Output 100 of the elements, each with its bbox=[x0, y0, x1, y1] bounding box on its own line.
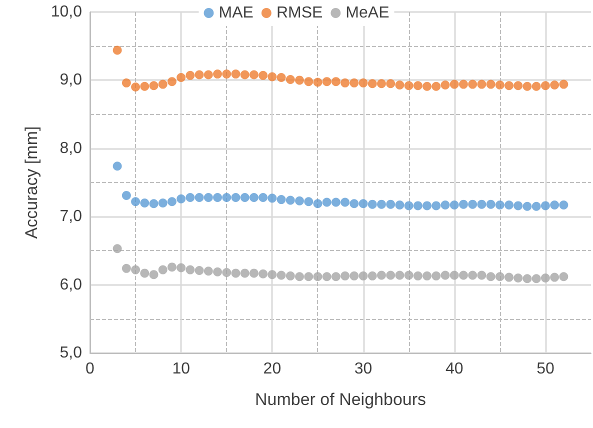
point bbox=[413, 81, 422, 90]
point bbox=[122, 264, 131, 273]
point bbox=[131, 265, 140, 274]
point bbox=[258, 193, 268, 202]
point bbox=[240, 70, 250, 80]
point bbox=[158, 80, 168, 89]
point bbox=[167, 197, 176, 206]
point bbox=[395, 200, 404, 210]
point bbox=[495, 272, 504, 282]
point bbox=[158, 265, 168, 274]
point bbox=[249, 70, 258, 80]
point bbox=[532, 82, 541, 91]
point bbox=[268, 270, 277, 280]
point bbox=[149, 81, 158, 90]
point bbox=[331, 272, 340, 282]
y-tick-label: 7,0 bbox=[60, 208, 82, 226]
point bbox=[222, 193, 232, 202]
point bbox=[358, 199, 368, 208]
point bbox=[458, 200, 468, 209]
point bbox=[377, 270, 386, 280]
point bbox=[286, 271, 295, 280]
point bbox=[368, 200, 377, 209]
point bbox=[340, 271, 350, 280]
point bbox=[486, 272, 496, 282]
point bbox=[204, 266, 213, 276]
point bbox=[559, 272, 568, 282]
point bbox=[186, 70, 195, 80]
point bbox=[176, 194, 186, 204]
point bbox=[504, 81, 514, 90]
point bbox=[213, 70, 222, 79]
point bbox=[350, 271, 359, 280]
point bbox=[176, 72, 186, 82]
point bbox=[540, 201, 550, 210]
point bbox=[286, 75, 295, 84]
point bbox=[258, 269, 268, 278]
point bbox=[295, 76, 304, 85]
point bbox=[477, 270, 486, 280]
point bbox=[322, 77, 332, 86]
point bbox=[422, 271, 432, 280]
point bbox=[440, 270, 450, 280]
point bbox=[295, 196, 304, 206]
x-tick-label: 20 bbox=[263, 360, 282, 378]
point bbox=[486, 80, 496, 89]
point bbox=[240, 268, 250, 278]
y-tick-label: 5,0 bbox=[60, 344, 82, 362]
point bbox=[276, 270, 286, 280]
x-tick-label: 0 bbox=[86, 360, 95, 378]
point bbox=[395, 80, 404, 90]
point bbox=[440, 80, 450, 90]
point bbox=[377, 79, 386, 88]
point bbox=[258, 70, 268, 80]
x-tick-label: 10 bbox=[172, 360, 190, 378]
point bbox=[222, 70, 232, 79]
point bbox=[194, 70, 204, 80]
point bbox=[422, 201, 432, 210]
point bbox=[368, 79, 377, 88]
point bbox=[231, 268, 240, 278]
point bbox=[358, 78, 368, 88]
point bbox=[240, 193, 250, 202]
point bbox=[504, 272, 514, 282]
point bbox=[304, 272, 314, 282]
point bbox=[167, 77, 176, 86]
point bbox=[331, 198, 340, 207]
point bbox=[540, 81, 550, 90]
y-tick-label: 8,0 bbox=[60, 140, 82, 157]
point bbox=[295, 272, 304, 282]
point bbox=[404, 201, 414, 210]
point bbox=[504, 200, 514, 210]
point bbox=[268, 72, 277, 82]
point bbox=[304, 77, 314, 86]
point bbox=[268, 194, 277, 203]
x-tick-label: 40 bbox=[445, 360, 464, 378]
point bbox=[404, 81, 414, 90]
point bbox=[458, 270, 468, 280]
point bbox=[514, 273, 523, 282]
legend-label: RMSE bbox=[276, 4, 323, 22]
y-axis-title: Accuracy [mm] bbox=[22, 126, 41, 239]
point bbox=[213, 193, 222, 202]
point bbox=[450, 200, 459, 210]
point bbox=[486, 200, 496, 209]
point bbox=[358, 271, 368, 280]
point bbox=[386, 200, 396, 209]
point bbox=[550, 272, 560, 282]
point bbox=[458, 80, 468, 89]
point bbox=[350, 199, 359, 208]
point bbox=[213, 267, 222, 276]
point bbox=[313, 272, 322, 282]
point bbox=[368, 271, 377, 280]
point bbox=[404, 270, 414, 280]
point bbox=[322, 198, 332, 207]
point bbox=[340, 78, 350, 88]
point bbox=[522, 274, 532, 284]
point bbox=[231, 70, 240, 79]
point bbox=[276, 72, 286, 82]
point bbox=[194, 266, 204, 275]
point bbox=[204, 70, 213, 80]
point bbox=[140, 82, 150, 91]
point bbox=[450, 80, 459, 89]
point bbox=[122, 78, 131, 88]
point bbox=[131, 82, 140, 92]
